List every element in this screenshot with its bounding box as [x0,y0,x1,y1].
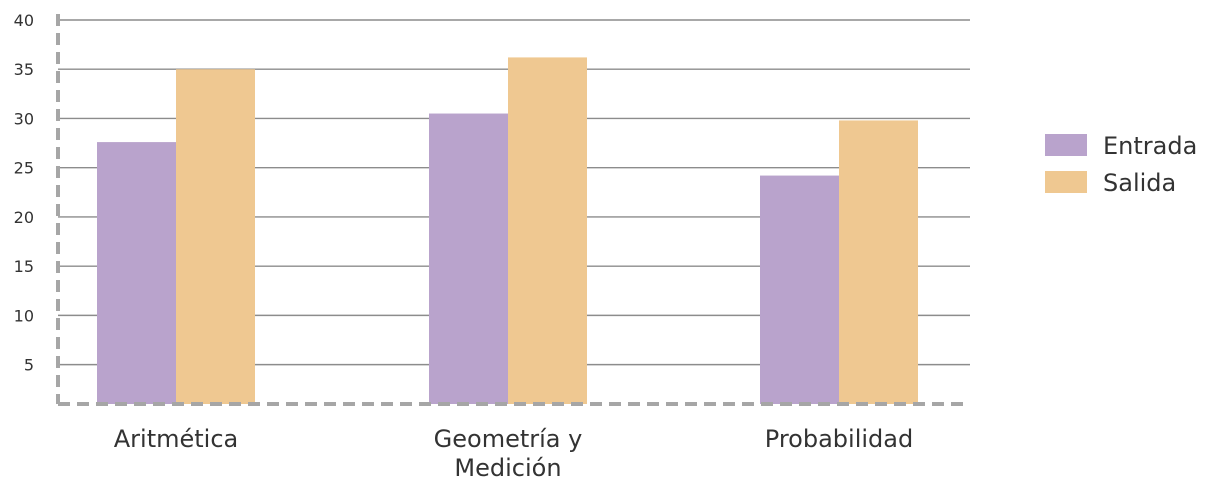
bar-salida-3 [839,120,918,404]
x-category-label-line: Probabilidad [765,425,913,453]
x-category-label: Geometría y Medición [434,425,583,482]
y-tick-label: 25 [14,159,34,178]
y-tick-label: 20 [14,208,34,227]
x-category-label: Aritmética [114,425,239,453]
x-category-label: Probabilidad [765,425,913,453]
y-tick-labels: 5 10 15 20 25 30 35 40 [14,11,34,375]
y-tick-label: 10 [14,306,34,325]
x-category-label-line: Aritmética [114,425,239,453]
y-tick-label: 40 [14,11,34,30]
bar-salida-2 [508,57,587,405]
x-category-label-line: Geometría y [434,425,583,453]
y-tick-label: 15 [14,257,34,276]
bar-entrada-3 [760,175,839,404]
legend-label-salida: Salida [1103,169,1176,197]
legend: Entrada Salida [1045,132,1197,197]
x-category-label-line: Medición [454,454,561,482]
y-tick-label: 30 [14,109,34,128]
y-tick-label: 35 [14,60,34,79]
x-category-labels: Aritmética Geometría y Medición Probabilida… [114,425,913,482]
bar-entrada-1 [97,142,176,405]
bar-salida-1 [176,69,255,404]
y-tick-label: 5 [24,356,34,375]
bar-entrada-2 [429,113,508,405]
axes [56,14,970,406]
legend-swatch-entrada [1045,134,1087,156]
legend-label-entrada: Entrada [1103,132,1197,160]
legend-swatch-salida [1045,171,1087,193]
bars [97,57,918,405]
